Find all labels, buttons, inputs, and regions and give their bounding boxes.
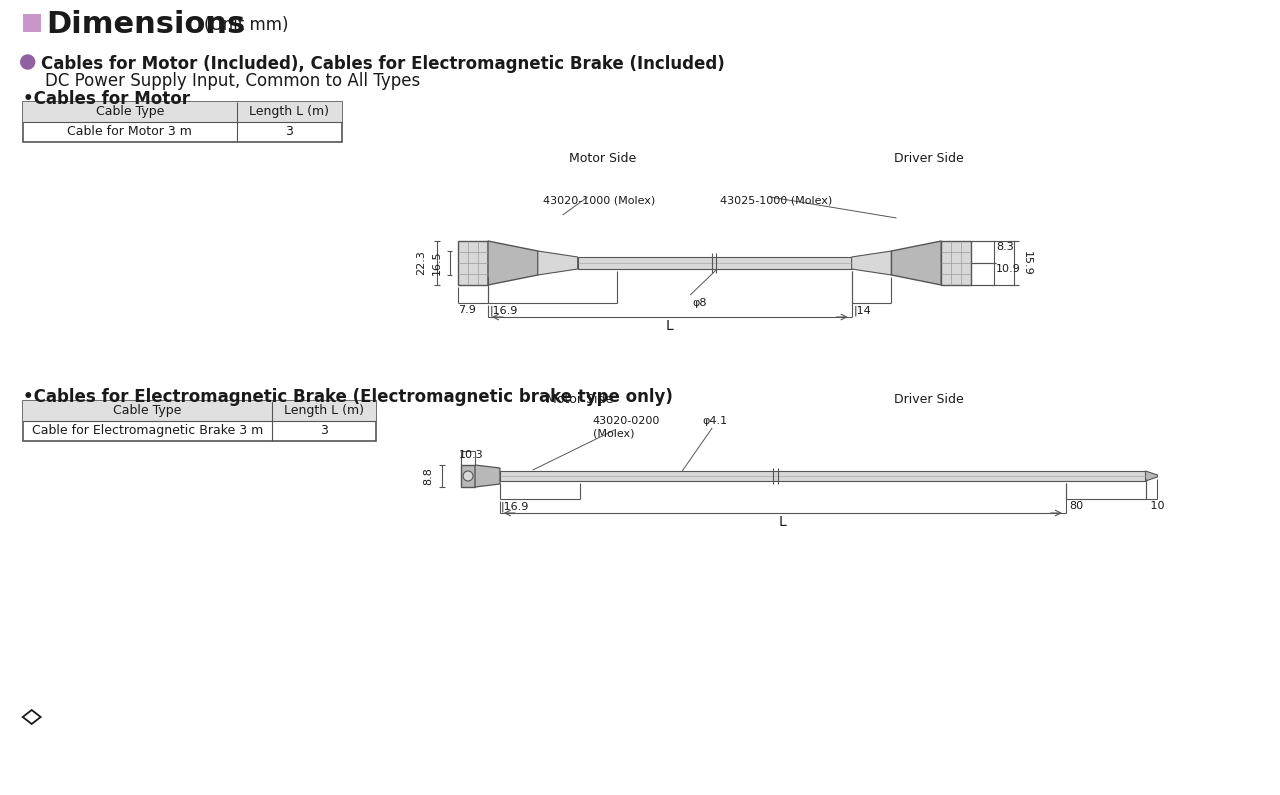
Text: 15.9: 15.9: [1021, 250, 1032, 275]
Text: 43020-1000 (Molex): 43020-1000 (Molex): [543, 195, 655, 205]
Text: |16.9: |16.9: [500, 501, 530, 511]
Bar: [23, 401, 376, 421]
Bar: [941, 241, 972, 285]
Text: Cable Type: Cable Type: [96, 105, 164, 118]
Text: •Cables for Electromagnetic Brake (Electromagnetic brake type only): •Cables for Electromagnetic Brake (Elect…: [23, 388, 672, 406]
Polygon shape: [851, 251, 891, 275]
Text: Length L (m): Length L (m): [250, 105, 329, 118]
Text: 8.8: 8.8: [424, 467, 433, 485]
Text: 3: 3: [320, 424, 328, 437]
Text: φ8: φ8: [692, 298, 707, 308]
Text: 7.9: 7.9: [458, 305, 476, 315]
Text: 22.3: 22.3: [416, 250, 426, 275]
Text: •Cables for Motor: •Cables for Motor: [23, 90, 189, 108]
Text: 8.3: 8.3: [996, 242, 1014, 252]
Text: 43025-1000 (Molex): 43025-1000 (Molex): [721, 195, 832, 205]
Polygon shape: [475, 465, 500, 487]
Circle shape: [463, 471, 474, 481]
Text: L: L: [666, 319, 673, 333]
Bar: [23, 14, 41, 32]
Circle shape: [20, 55, 35, 69]
Text: Motor Side: Motor Side: [568, 152, 636, 165]
Text: Driver Side: Driver Side: [895, 393, 964, 406]
Polygon shape: [891, 241, 941, 285]
Bar: [461, 465, 475, 487]
Text: 10.3: 10.3: [460, 450, 484, 460]
Polygon shape: [488, 241, 538, 285]
Text: Cables for Motor (Included), Cables for Electromagnetic Brake (Included): Cables for Motor (Included), Cables for …: [41, 55, 724, 73]
Text: 16.5: 16.5: [433, 250, 442, 275]
Bar: [458, 241, 488, 285]
Text: Length L (m): Length L (m): [284, 404, 364, 417]
Polygon shape: [1146, 471, 1157, 481]
Bar: [23, 102, 342, 142]
Text: DC Power Supply Input, Common to All Types: DC Power Supply Input, Common to All Typ…: [45, 72, 420, 90]
Text: Cable Type: Cable Type: [113, 404, 182, 417]
Text: Cable for Motor 3 m: Cable for Motor 3 m: [68, 125, 192, 138]
Text: 80: 80: [1069, 501, 1083, 511]
Text: Driver Side: Driver Side: [895, 152, 964, 165]
Text: Dimensions: Dimensions: [46, 10, 246, 39]
Text: (Unit mm): (Unit mm): [204, 16, 288, 34]
Text: Cable for Electromagnetic Brake 3 m: Cable for Electromagnetic Brake 3 m: [32, 424, 262, 437]
Text: (Molex): (Molex): [593, 428, 634, 438]
Text: |16.9: |16.9: [490, 305, 518, 316]
Text: Motor Side: Motor Side: [545, 393, 613, 406]
Text: 3: 3: [285, 125, 293, 138]
Bar: [23, 401, 376, 441]
Text: φ4.1: φ4.1: [703, 416, 727, 426]
Bar: [577, 257, 851, 269]
Text: 10: 10: [1147, 501, 1164, 511]
Bar: [500, 471, 1146, 481]
Text: L: L: [780, 515, 787, 529]
Text: |14: |14: [854, 305, 872, 316]
Polygon shape: [538, 251, 577, 275]
Bar: [23, 102, 342, 122]
Text: 43020-0200: 43020-0200: [593, 416, 660, 426]
Text: 10.9: 10.9: [996, 264, 1021, 274]
